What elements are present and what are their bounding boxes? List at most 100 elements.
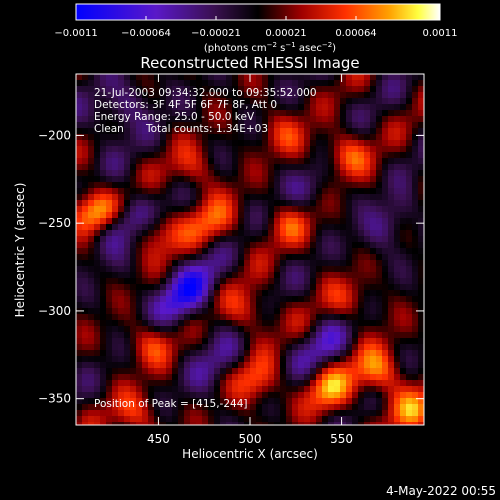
heatmap-cell — [76, 110, 83, 117]
heatmap-cell — [214, 410, 221, 417]
heatmap-cell — [388, 326, 395, 333]
heatmap-cell — [400, 116, 407, 123]
heatmap-cell — [358, 362, 365, 369]
heatmap-cell — [340, 212, 347, 219]
heatmap-cell — [190, 326, 197, 333]
heatmap-cell — [142, 224, 149, 231]
heatmap-cell — [208, 374, 215, 381]
heatmap-cell — [340, 338, 347, 345]
heatmap-cell — [76, 218, 83, 225]
heatmap-cell — [142, 242, 149, 249]
heatmap-cell — [394, 320, 401, 327]
heatmap-cell — [160, 86, 167, 93]
heatmap-cell — [412, 164, 419, 171]
heatmap-cell — [274, 422, 281, 425]
heatmap-cell — [316, 320, 323, 327]
heatmap-cell — [406, 236, 413, 243]
heatmap-cell — [406, 404, 413, 411]
heatmap-cell — [136, 392, 143, 399]
heatmap-cell — [280, 206, 287, 213]
heatmap-cell — [82, 308, 89, 315]
heatmap-cell — [232, 320, 239, 327]
heatmap-cell — [382, 176, 389, 183]
heatmap-cell — [94, 164, 101, 171]
heatmap-cell — [418, 260, 424, 267]
heatmap-cell — [352, 128, 359, 135]
heatmap-cell — [322, 170, 329, 177]
heatmap-cell — [172, 290, 179, 297]
heatmap-cell — [250, 350, 257, 357]
heatmap-cell — [232, 134, 239, 141]
heatmap-cell — [238, 284, 245, 291]
heatmap-cell — [148, 398, 155, 405]
heatmap-cell — [322, 284, 329, 291]
colorbar-tick-label: −0.00021 — [191, 28, 241, 39]
heatmap-cell — [310, 128, 317, 135]
heatmap-cell — [256, 176, 263, 183]
heatmap-cell — [220, 236, 227, 243]
heatmap-cell — [106, 218, 113, 225]
heatmap-cell — [418, 218, 424, 225]
heatmap-cell — [418, 152, 424, 159]
heatmap-cell — [124, 188, 131, 195]
heatmap-cell — [184, 272, 191, 279]
heatmap-cell — [154, 164, 161, 171]
heatmap-cell — [268, 86, 275, 93]
heatmap-cell — [100, 152, 107, 159]
heatmap-cell — [382, 296, 389, 303]
heatmap-cell — [208, 188, 215, 195]
heatmap-cell — [172, 206, 179, 213]
heatmap-cell — [400, 422, 407, 425]
heatmap-cell — [88, 110, 95, 117]
heatmap-cell — [178, 332, 185, 339]
heatmap-cell — [352, 86, 359, 93]
heatmap-cell — [130, 74, 137, 81]
heatmap-cell — [412, 290, 419, 297]
heatmap-cell — [340, 146, 347, 153]
heatmap-cell — [382, 380, 389, 387]
heatmap-cell — [178, 140, 185, 147]
heatmap-cell — [418, 128, 424, 135]
heatmap-cell — [286, 80, 293, 87]
heatmap-cell — [82, 242, 89, 249]
heatmap-cell — [382, 320, 389, 327]
heatmap-cell — [364, 104, 371, 111]
heatmap-cell — [352, 224, 359, 231]
heatmap-cell — [364, 176, 371, 183]
heatmap-cell — [262, 356, 269, 363]
heatmap-cell — [340, 164, 347, 171]
heatmap-cell — [292, 230, 299, 237]
heatmap-cell — [352, 254, 359, 261]
heatmap-cell — [130, 200, 137, 207]
heatmap-cell — [358, 98, 365, 105]
heatmap-cell — [124, 422, 131, 425]
heatmap-cell — [106, 362, 113, 369]
heatmap-cell — [310, 350, 317, 357]
heatmap-cell — [226, 344, 233, 351]
heatmap-cell — [94, 236, 101, 243]
heatmap-cell — [352, 422, 359, 425]
heatmap-cell — [226, 284, 233, 291]
heatmap-cell — [340, 206, 347, 213]
heatmap-cell — [76, 176, 83, 183]
heatmap-cell — [250, 134, 257, 141]
heatmap-cell — [292, 176, 299, 183]
heatmap-cell — [226, 398, 233, 405]
heatmap-cell — [232, 332, 239, 339]
heatmap-cell — [118, 356, 125, 363]
heatmap-cell — [124, 116, 131, 123]
heatmap-cell — [274, 92, 281, 99]
heatmap-cell — [370, 92, 377, 99]
heatmap-cell — [214, 272, 221, 279]
heatmap-cell — [190, 110, 197, 117]
heatmap-cell — [226, 422, 233, 425]
heatmap-cell — [346, 200, 353, 207]
heatmap-cell — [316, 92, 323, 99]
y-tick-label: −250 — [38, 216, 71, 230]
heatmap-cell — [358, 290, 365, 297]
heatmap-cell — [376, 404, 383, 411]
heatmap-cell — [190, 254, 197, 261]
heatmap-cell — [166, 416, 173, 423]
heatmap-cell — [214, 332, 221, 339]
heatmap-cell — [418, 242, 424, 249]
